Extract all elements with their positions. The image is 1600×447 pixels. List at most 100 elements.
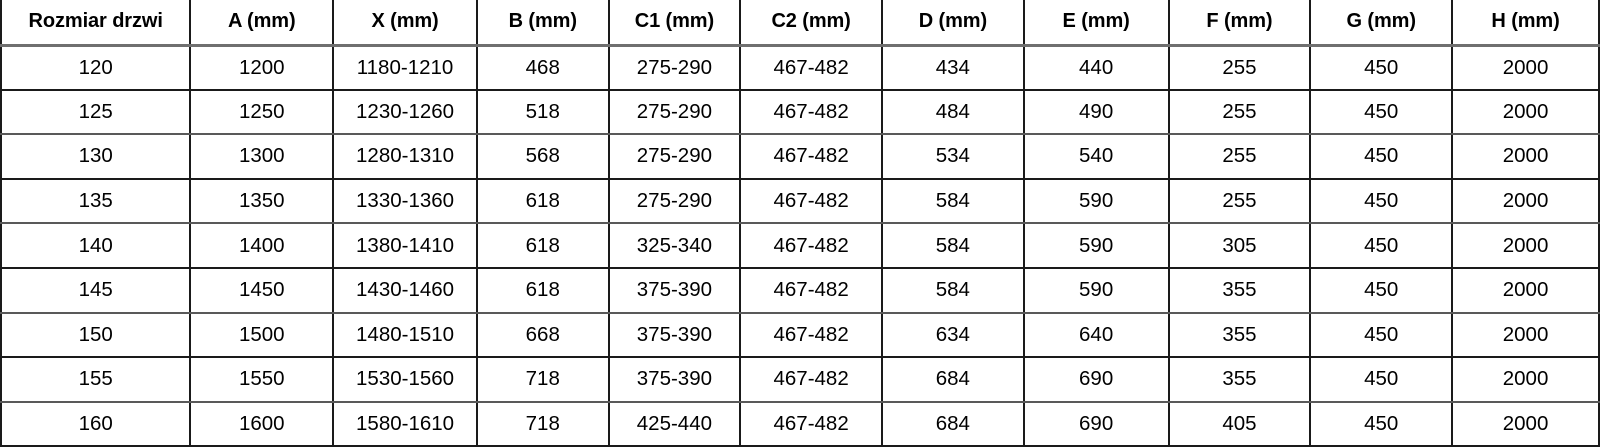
cell-x-mm: 1380-1410 [333, 223, 478, 269]
cell-e-mm: 640 [1023, 312, 1170, 359]
cell-d-mm: 684 [881, 357, 1025, 403]
cell-c1-mm: 375-390 [608, 312, 742, 359]
cell-a-mm: 1550 [190, 357, 335, 403]
cell-door-size: 145 [0, 267, 192, 314]
cell-h-mm: 2000 [1452, 223, 1600, 269]
cell-c2-mm: 467-482 [740, 178, 883, 225]
cell-c1-mm: 325-340 [608, 223, 742, 269]
column-header-b-mm: B (mm) [476, 0, 610, 47]
column-header-e-mm: E (mm) [1023, 0, 1170, 47]
cell-x-mm: 1280-1310 [333, 134, 478, 180]
cell-door-size: 135 [0, 178, 192, 225]
table-row: 160 1600 1580-1610 718 425-440 467-482 684 690 4… [0, 401, 1600, 447]
cell-c1-mm: 375-390 [608, 357, 742, 403]
cell-e-mm: 590 [1023, 178, 1170, 225]
cell-door-size: 130 [0, 134, 192, 180]
cell-f-mm: 255 [1168, 134, 1312, 180]
cell-b-mm: 718 [476, 401, 610, 447]
cell-h-mm: 2000 [1452, 267, 1600, 314]
cell-g-mm: 450 [1310, 223, 1454, 269]
cell-g-mm: 450 [1310, 267, 1454, 314]
cell-d-mm: 584 [881, 178, 1025, 225]
column-header-c2-mm: C2 (mm) [740, 0, 883, 47]
cell-g-mm: 450 [1310, 178, 1454, 225]
column-header-a-mm: A (mm) [190, 0, 335, 47]
cell-g-mm: 450 [1310, 89, 1454, 136]
cell-a-mm: 1450 [190, 267, 335, 314]
cell-d-mm: 584 [881, 223, 1025, 269]
column-header-g-mm: G (mm) [1310, 0, 1454, 47]
table-header: Rozmiar drzwi A (mm) X (mm) B (mm) C1 (mm) C2… [0, 0, 1600, 47]
cell-f-mm: 355 [1168, 312, 1312, 359]
cell-x-mm: 1230-1260 [333, 89, 478, 136]
cell-c2-mm: 467-482 [740, 223, 883, 269]
cell-a-mm: 1350 [190, 178, 335, 225]
column-header-d-mm: D (mm) [881, 0, 1025, 47]
cell-b-mm: 468 [476, 45, 610, 91]
cell-h-mm: 2000 [1452, 45, 1600, 91]
cell-x-mm: 1330-1360 [333, 178, 478, 225]
table-row: 125 1250 1230-1260 518 275-290 467-482 484 490 2… [0, 89, 1600, 136]
cell-b-mm: 618 [476, 178, 610, 225]
cell-d-mm: 534 [881, 134, 1025, 180]
cell-d-mm: 684 [881, 401, 1025, 447]
cell-g-mm: 450 [1310, 357, 1454, 403]
column-header-rozmiar-drzwi: Rozmiar drzwi [0, 0, 192, 47]
cell-c1-mm: 275-290 [608, 178, 742, 225]
table-body: 120 1200 1180-1210 468 275-290 467-482 434 440 2… [0, 45, 1600, 447]
cell-x-mm: 1530-1560 [333, 357, 478, 403]
cell-f-mm: 405 [1168, 401, 1312, 447]
cell-d-mm: 584 [881, 267, 1025, 314]
cell-e-mm: 590 [1023, 223, 1170, 269]
cell-g-mm: 450 [1310, 45, 1454, 91]
cell-b-mm: 618 [476, 223, 610, 269]
cell-door-size: 125 [0, 89, 192, 136]
column-header-h-mm: H (mm) [1452, 0, 1600, 47]
cell-x-mm: 1180-1210 [333, 45, 478, 91]
cell-door-size: 160 [0, 401, 192, 447]
cell-c1-mm: 425-440 [608, 401, 742, 447]
cell-f-mm: 255 [1168, 89, 1312, 136]
cell-e-mm: 540 [1023, 134, 1170, 180]
cell-c2-mm: 467-482 [740, 45, 883, 91]
cell-g-mm: 450 [1310, 401, 1454, 447]
cell-door-size: 140 [0, 223, 192, 269]
table-header-row: Rozmiar drzwi A (mm) X (mm) B (mm) C1 (mm) C2… [0, 0, 1600, 47]
cell-h-mm: 2000 [1452, 312, 1600, 359]
cell-c2-mm: 467-482 [740, 134, 883, 180]
cell-d-mm: 434 [881, 45, 1025, 91]
cell-f-mm: 355 [1168, 267, 1312, 314]
cell-c1-mm: 275-290 [608, 134, 742, 180]
cell-e-mm: 490 [1023, 89, 1170, 136]
cell-c2-mm: 467-482 [740, 89, 883, 136]
cell-b-mm: 568 [476, 134, 610, 180]
cell-c1-mm: 375-390 [608, 267, 742, 314]
column-header-c1-mm: C1 (mm) [608, 0, 742, 47]
cell-door-size: 120 [0, 45, 192, 91]
cell-d-mm: 484 [881, 89, 1025, 136]
cell-a-mm: 1250 [190, 89, 335, 136]
cell-e-mm: 690 [1023, 357, 1170, 403]
cell-x-mm: 1430-1460 [333, 267, 478, 314]
table-row: 130 1300 1280-1310 568 275-290 467-482 534 540 2… [0, 134, 1600, 180]
cell-c1-mm: 275-290 [608, 89, 742, 136]
cell-e-mm: 690 [1023, 401, 1170, 447]
cell-c1-mm: 275-290 [608, 45, 742, 91]
column-header-x-mm: X (mm) [333, 0, 478, 47]
cell-a-mm: 1400 [190, 223, 335, 269]
cell-h-mm: 2000 [1452, 134, 1600, 180]
cell-c2-mm: 467-482 [740, 357, 883, 403]
cell-h-mm: 2000 [1452, 89, 1600, 136]
cell-e-mm: 440 [1023, 45, 1170, 91]
column-header-f-mm: F (mm) [1168, 0, 1312, 47]
table-row: 145 1450 1430-1460 618 375-390 467-482 584 590 3… [0, 267, 1600, 314]
cell-x-mm: 1480-1510 [333, 312, 478, 359]
cell-a-mm: 1600 [190, 401, 335, 447]
table-row: 120 1200 1180-1210 468 275-290 467-482 434 440 2… [0, 45, 1600, 91]
cell-e-mm: 590 [1023, 267, 1170, 314]
cell-d-mm: 634 [881, 312, 1025, 359]
cell-a-mm: 1500 [190, 312, 335, 359]
cell-b-mm: 668 [476, 312, 610, 359]
